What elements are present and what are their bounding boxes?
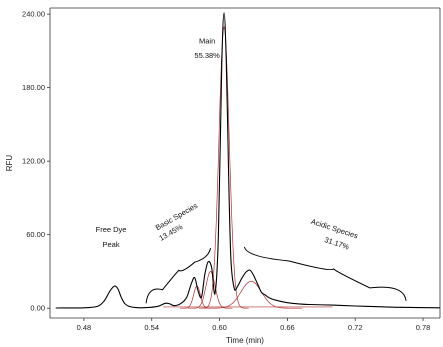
main-peak-label-line2: 55.38%	[194, 51, 220, 60]
electropherogram-line	[55, 12, 441, 309]
x-ticks: 0.48 0.54 0.60 0.66 0.72 0.78	[77, 318, 431, 332]
y-tick-label: 120.00	[22, 157, 45, 166]
acidic-species-label-line2: 31.17%	[323, 235, 350, 252]
y-tick-label: 180.00	[22, 83, 45, 92]
main-peak-label-line1: Main	[199, 37, 215, 46]
acidic-species-bracket	[243, 246, 407, 301]
traces	[55, 12, 441, 309]
free-dye-peak-label-line1: Free Dye	[96, 225, 127, 234]
plot-axes	[49, 7, 441, 319]
fit-curve	[187, 270, 233, 309]
fit-curve	[200, 280, 303, 309]
y-tick-label: 0.00	[30, 304, 45, 313]
deconvolution-fits	[163, 26, 333, 309]
y-tick-label: 240.00	[22, 10, 45, 19]
annotation-brackets	[145, 246, 407, 304]
basic-species-bracket	[145, 248, 212, 304]
y-ticks: 0.00 60.00 120.00 180.00 240.00	[22, 10, 50, 313]
x-tick-label: 0.60	[212, 323, 227, 332]
x-tick-label: 0.48	[77, 323, 92, 332]
x-tick-label: 0.72	[348, 323, 363, 332]
x-axis-title: Time (min)	[226, 336, 264, 345]
y-axis-title: RFU	[5, 155, 14, 172]
x-tick-label: 0.54	[144, 323, 159, 332]
x-tick-label: 0.78	[416, 323, 431, 332]
y-tick-label: 60.00	[26, 230, 45, 239]
x-tick-label: 0.66	[280, 323, 295, 332]
free-dye-peak-label-line2: Peak	[102, 240, 119, 249]
